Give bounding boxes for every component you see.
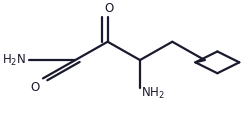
Text: H$_2$N: H$_2$N — [2, 53, 26, 68]
Text: O: O — [30, 81, 40, 94]
Text: NH$_2$: NH$_2$ — [141, 86, 165, 101]
Text: O: O — [104, 2, 113, 15]
